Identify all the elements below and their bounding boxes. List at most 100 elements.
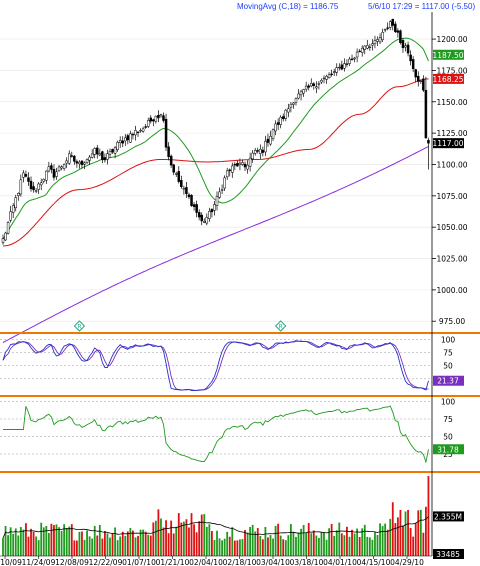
candle-body [378,37,382,43]
candle-body [185,187,188,194]
volume-bar [14,528,17,556]
candle-body [144,126,147,128]
candle-body [225,170,229,178]
price-tick-label: 1175.00 [436,66,467,75]
candle-body [350,58,354,60]
candle-body [129,133,132,143]
price-tick-label: 1000.00 [436,286,467,295]
rsi-tick-label: 75 [443,415,453,424]
candle-body [411,59,415,70]
volume-bar [409,527,412,556]
volume-bar [343,535,346,556]
volume-bar [203,514,206,556]
volume-bar [195,532,198,556]
candle-body [427,139,430,144]
volume-bar [22,529,25,556]
date-tick-label: 03/04/10 [256,558,290,566]
candle-body [167,146,170,157]
candle-body [256,150,260,152]
volume-bar [254,531,257,556]
candle-body [322,77,326,80]
candle-body [29,180,33,190]
candle-body [353,57,356,60]
candle-body [174,173,178,175]
volume-bar [160,518,162,556]
candle-body [118,140,122,143]
candle-body [215,196,219,206]
candle-body [228,169,231,172]
price-label-text: 1117.00 [432,139,463,148]
volume-bar [121,531,124,556]
candle-body [338,66,341,69]
candle-body [287,108,290,113]
candle-body [424,90,428,139]
volume-bar [279,535,282,556]
volume-bar [17,535,20,556]
volume-bar [101,538,104,556]
volume-bar [7,535,9,556]
volume-bar [55,524,58,556]
volume-bar [73,540,76,556]
candle-body [246,164,249,170]
volume-bar [172,533,175,556]
candle-body [248,157,252,167]
candle-body [4,232,7,241]
candle-body [88,156,91,161]
volume-bar [348,536,351,556]
volume-bar [259,536,262,556]
candle-body [42,178,46,182]
candle-body [152,119,155,122]
volume-bar [83,539,86,556]
candle-body [180,180,183,188]
volume-bar [47,532,50,556]
candle-body [200,214,203,222]
candle-body [62,164,66,169]
volume-bar [25,523,27,556]
volume-bar [124,535,127,556]
candle-body [236,163,239,167]
volume-bar [241,539,244,556]
volume-bar [91,538,94,556]
volume-bar [216,530,218,556]
panel-separator [0,395,480,397]
volume-bar [175,526,178,556]
candle-body [368,46,372,49]
volume-bar [361,528,364,556]
candle-body [103,157,107,161]
candle-body [307,85,310,88]
volume-bar [328,528,330,556]
candle-body [409,54,412,62]
volume-bar [353,533,356,556]
candle-body [363,45,367,50]
volume-bar [320,532,323,556]
volume-bar [218,538,221,556]
candle-body [292,102,295,105]
signal-marker: R [274,320,287,332]
volume-bar [292,531,295,556]
volume-bar [226,531,229,556]
candle-body [320,79,323,83]
candle-body [75,161,79,164]
candle-body [159,114,163,117]
volume-bar [88,536,91,556]
volume-bar [256,528,259,556]
volume-bar [109,537,111,556]
volume-bar [30,528,32,556]
volume-bar [157,509,160,556]
candle-body [208,210,211,219]
candle-body [394,23,397,33]
volume-bar [363,524,366,556]
date-tick-label: 12/08/09 [55,558,89,566]
date-tick-label: 02/18/10 [223,558,257,566]
volume-bar [40,522,43,556]
candle-body [11,205,15,213]
candle-body [302,89,305,94]
volume-bar [376,535,379,556]
volume-bar [111,533,114,556]
candle-body [205,216,209,224]
candle-body [213,204,216,211]
rsi-tick-label: 25 [443,450,453,459]
signal-marker-glyph: R [77,324,81,331]
